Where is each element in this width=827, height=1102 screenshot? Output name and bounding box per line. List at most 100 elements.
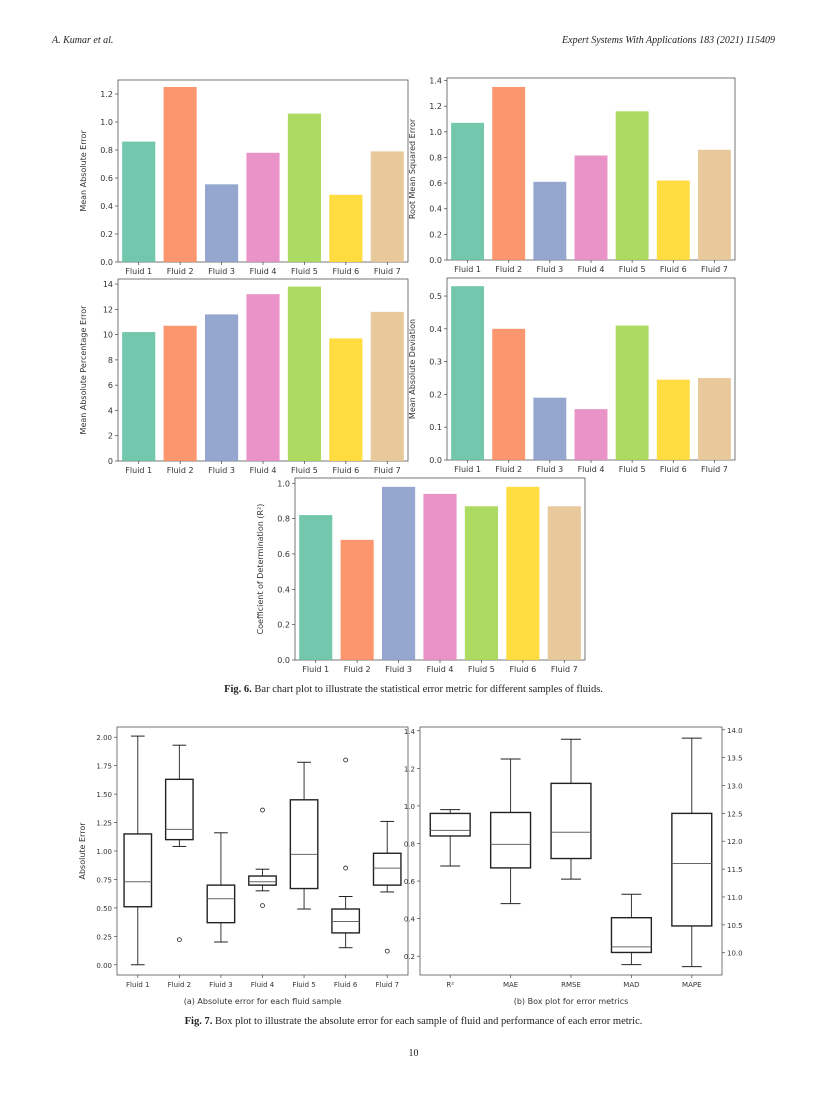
- bar-fluid-4: [246, 152, 280, 262]
- y-tick-label: 1.0: [404, 803, 415, 811]
- y-tick-label: 0.4: [277, 585, 290, 594]
- fluid-abs-error-box-plot: 0.00 0.25 0.50 0.75 1.00 1.25 1.50 1.75 2.00 Abso…: [78, 726, 409, 989]
- y-tick-label: 1.2: [100, 90, 113, 99]
- x-tick-label: R²: [446, 981, 454, 989]
- box-iqr: [289, 799, 319, 890]
- r2-bar-chart: 0.0 0.2 0.4 0.6 0.8 1.0 Coefficient of Determi…: [256, 477, 586, 674]
- y-tick-label: 1.00: [96, 848, 112, 856]
- y-tick-label: 0.6: [277, 550, 290, 559]
- y-tick-label: 1.0: [277, 479, 290, 488]
- y-axis-label: Coefficient of Determination (R²): [256, 504, 265, 635]
- y-axis-label: Root Mean Squared Error: [408, 118, 417, 219]
- bar-fluid-6: [329, 338, 363, 461]
- running-header-authors: A. Kumar et al.: [52, 35, 114, 46]
- bar-fluid-1: [451, 286, 485, 460]
- x-tick-label: Fluid 7: [701, 265, 728, 274]
- x-tick-label: Fluid 4: [250, 466, 277, 475]
- fig7-caption: Fig. 7. Box plot to illustrate the absol…: [184, 1016, 643, 1027]
- rmse-bar-chart: 0.0 0.2 0.4 0.6 0.8 1.0 1.2 1.4 Root Mean Square…: [408, 77, 736, 274]
- x-tick-label: Fluid 5: [291, 466, 318, 475]
- x-tick-label: Fluid 5: [291, 267, 318, 276]
- x-tick-label: Fluid 1: [126, 981, 149, 989]
- y-tick-label: 1.2: [429, 102, 442, 111]
- box-iqr: [671, 812, 713, 927]
- bar-fluid-2: [340, 539, 374, 660]
- x-tick-label: Fluid 5: [619, 265, 646, 274]
- running-header-journal: Expert Systems With Applications 183 (20…: [562, 35, 775, 46]
- y-right-tick-label: 13.0: [727, 783, 743, 791]
- bar-fluid-3: [533, 397, 567, 460]
- bar-fluid-4: [574, 409, 608, 460]
- y-axis-label: Absolute Error: [78, 822, 87, 880]
- x-tick-label: Fluid 1: [125, 466, 152, 475]
- y-right-tick-label: 14.0: [727, 727, 743, 735]
- y-tick-label: 1.0: [100, 118, 113, 127]
- x-tick-label: MAPE: [682, 981, 701, 989]
- y-tick-label: 0.8: [277, 515, 290, 524]
- y-tick-label: 0.0: [429, 256, 442, 265]
- x-tick-label: Fluid 2: [168, 981, 191, 989]
- y-right-tick-label: 10.5: [727, 922, 743, 930]
- x-tick-label: Fluid 2: [495, 265, 522, 274]
- y-tick-label: 0.75: [96, 876, 112, 884]
- x-tick-label: Fluid 7: [374, 267, 401, 276]
- y-right-tick-label: 13.5: [727, 755, 743, 763]
- y-axis-label: Mean Absolute Percentage Error: [79, 305, 88, 435]
- x-tick-label: Fluid 5: [292, 981, 315, 989]
- y-tick-label: 1.25: [96, 820, 112, 828]
- x-tick-label: Fluid 7: [374, 466, 401, 475]
- y-tick-label: 0.5: [429, 292, 442, 301]
- bar-fluid-4: [423, 493, 457, 660]
- y-right-tick-label: 11.0: [727, 894, 743, 902]
- y-axis-label: Mean Absolute Deviation: [408, 319, 417, 419]
- bar-fluid-4: [246, 294, 280, 461]
- y-tick-label: 1.2: [404, 765, 415, 773]
- outlier-point: [176, 937, 182, 943]
- y-tick-label: 10: [103, 331, 113, 340]
- mad-bar-chart: 0.0 0.1 0.2 0.3 0.4 0.5 Mean Absolute Deviatio…: [408, 277, 736, 474]
- x-tick-label: Fluid 1: [454, 265, 481, 274]
- x-tick-label: Fluid 6: [660, 465, 687, 474]
- y-tick-label: 1.50: [96, 791, 112, 799]
- box-iqr: [123, 833, 153, 908]
- bar-fluid-5: [287, 113, 321, 262]
- x-tick-label: Fluid 3: [536, 265, 563, 274]
- bar-fluid-5: [615, 111, 649, 260]
- y-tick-label: 0.4: [429, 205, 442, 214]
- bar-fluid-7: [697, 378, 731, 460]
- subcaption-a: (a) Absolute error for each fluid sample: [183, 997, 342, 1006]
- y-tick-label: 1.0: [429, 128, 442, 137]
- box-iqr: [248, 875, 277, 886]
- y-tick-label: 0.4: [100, 202, 113, 211]
- plot-frame: [116, 726, 409, 976]
- bar-fluid-1: [122, 332, 156, 461]
- box-iqr: [429, 812, 471, 837]
- y-tick-label: 0.00: [96, 962, 112, 970]
- x-tick-label: Fluid 2: [167, 267, 194, 276]
- bar-fluid-7: [697, 149, 731, 260]
- bar-fluid-3: [205, 314, 239, 461]
- x-tick-label: Fluid 6: [334, 981, 358, 989]
- x-tick-label: RMSE: [561, 981, 581, 989]
- y-tick-label: 2: [108, 432, 113, 441]
- x-tick-label: Fluid 2: [167, 466, 194, 475]
- y-tick-label: 0.6: [404, 878, 416, 886]
- x-tick-label: Fluid 3: [208, 267, 235, 276]
- y-tick-label: 0.2: [429, 230, 442, 239]
- x-tick-label: Fluid 4: [250, 267, 277, 276]
- bar-fluid-1: [451, 122, 485, 260]
- y-tick-label: 0.50: [96, 905, 112, 913]
- bar-fluid-1: [299, 515, 333, 660]
- bar-fluid-6: [656, 379, 690, 460]
- outlier-point: [343, 865, 349, 871]
- x-tick-label: Fluid 2: [344, 665, 371, 674]
- bar-fluid-2: [163, 325, 197, 461]
- outlier-point: [384, 948, 390, 954]
- x-tick-label: MAD: [623, 981, 639, 989]
- box-iqr: [164, 778, 194, 841]
- y-tick-label: 0.2: [277, 621, 290, 630]
- y-tick-label: 2.00: [96, 734, 112, 742]
- y-tick-label: 8: [108, 356, 113, 365]
- box-iqr: [372, 852, 402, 886]
